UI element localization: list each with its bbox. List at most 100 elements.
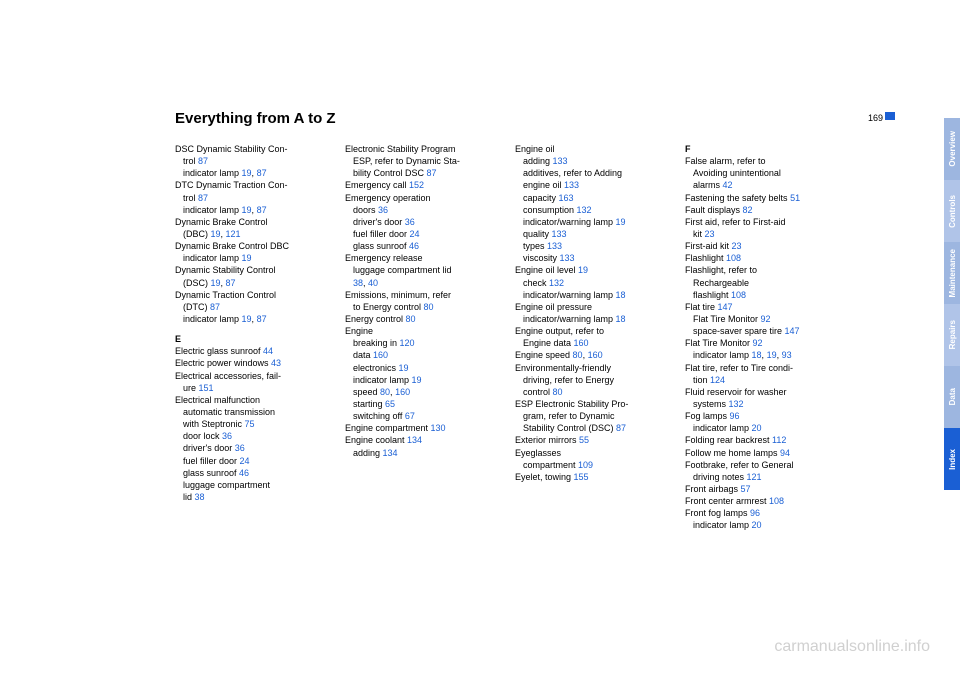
page-ref[interactable]: 19 <box>242 205 252 215</box>
page-ref[interactable]: 19 <box>578 265 588 275</box>
page-ref[interactable]: 42 <box>723 180 733 190</box>
page-ref[interactable]: 133 <box>564 180 579 190</box>
page-ref[interactable]: 19 <box>211 278 221 288</box>
page-ref[interactable]: 80 <box>553 387 563 397</box>
page-ref[interactable]: 51 <box>790 193 800 203</box>
page-ref[interactable]: 19 <box>242 314 252 324</box>
page-ref[interactable]: 87 <box>257 314 267 324</box>
page-ref[interactable]: 121 <box>226 229 241 239</box>
page-ref[interactable]: 80 <box>380 387 390 397</box>
page-ref[interactable]: 19 <box>616 217 626 227</box>
page-ref[interactable]: 36 <box>222 431 232 441</box>
page-ref[interactable]: 133 <box>547 241 562 251</box>
page-ref[interactable]: 82 <box>743 205 753 215</box>
page-ref[interactable]: 87 <box>226 278 236 288</box>
index-entry: Dynamic Stability Control <box>175 264 327 276</box>
page-ref[interactable]: 67 <box>405 411 415 421</box>
page-ref[interactable]: 87 <box>427 168 437 178</box>
side-tab-overview[interactable]: Overview <box>944 118 960 180</box>
page-ref[interactable]: 96 <box>750 508 760 518</box>
page-ref[interactable]: 147 <box>785 326 800 336</box>
page-ref[interactable]: 23 <box>732 241 742 251</box>
page-ref[interactable]: 108 <box>731 290 746 300</box>
page-ref[interactable]: 19 <box>412 375 422 385</box>
page-ref[interactable]: 130 <box>431 423 446 433</box>
page-ref[interactable]: 155 <box>574 472 589 482</box>
page-ref[interactable]: 19 <box>399 363 409 373</box>
page-ref[interactable]: 121 <box>747 472 762 482</box>
page-ref[interactable]: 133 <box>560 253 575 263</box>
page-ref[interactable]: 133 <box>553 156 568 166</box>
page-ref[interactable]: 152 <box>409 180 424 190</box>
page-ref[interactable]: 160 <box>588 350 603 360</box>
page-ref[interactable]: 108 <box>769 496 784 506</box>
page-ref[interactable]: 80 <box>573 350 583 360</box>
side-tab-index[interactable]: Index <box>944 428 960 490</box>
index-entry: Emissions, minimum, refer <box>345 289 497 301</box>
page-ref[interactable]: 38 <box>353 278 363 288</box>
page-ref[interactable]: 134 <box>383 448 398 458</box>
page-ref[interactable]: 93 <box>782 350 792 360</box>
page-ref[interactable]: 120 <box>400 338 415 348</box>
page-ref[interactable]: 65 <box>385 399 395 409</box>
page-ref[interactable]: 55 <box>579 435 589 445</box>
page-ref[interactable]: 132 <box>577 205 592 215</box>
page-ref[interactable]: 94 <box>780 448 790 458</box>
page-ref[interactable]: 19 <box>211 229 221 239</box>
page-ref[interactable]: 87 <box>616 423 626 433</box>
side-tab-repairs[interactable]: Repairs <box>944 304 960 366</box>
page-ref[interactable]: 57 <box>741 484 751 494</box>
page-ref[interactable]: 36 <box>378 205 388 215</box>
page-ref[interactable]: 132 <box>729 399 744 409</box>
page-ref[interactable]: 87 <box>257 168 267 178</box>
page-ref[interactable]: 18 <box>616 314 626 324</box>
page-ref[interactable]: 23 <box>705 229 715 239</box>
page-ref[interactable]: 108 <box>726 253 741 263</box>
page-ref[interactable]: 109 <box>578 460 593 470</box>
page-ref[interactable]: 20 <box>752 520 762 530</box>
page-ref[interactable]: 133 <box>552 229 567 239</box>
page-ref[interactable]: 36 <box>235 443 245 453</box>
page-ref[interactable]: 147 <box>718 302 733 312</box>
page-ref[interactable]: 163 <box>559 193 574 203</box>
page-ref[interactable]: 160 <box>395 387 410 397</box>
page-ref[interactable]: 24 <box>410 229 420 239</box>
page-ref[interactable]: 18 <box>752 350 762 360</box>
page-ref[interactable]: 46 <box>239 468 249 478</box>
page-ref[interactable]: 96 <box>730 411 740 421</box>
page-ref[interactable]: 87 <box>198 193 208 203</box>
page-ref[interactable]: 80 <box>424 302 434 312</box>
side-tab-data[interactable]: Data <box>944 366 960 428</box>
page-ref[interactable]: 46 <box>409 241 419 251</box>
page-ref[interactable]: 19 <box>767 350 777 360</box>
page-ref[interactable]: 80 <box>406 314 416 324</box>
page-ref[interactable]: 92 <box>761 314 771 324</box>
page-ref[interactable]: 134 <box>407 435 422 445</box>
page-ref[interactable]: 87 <box>198 156 208 166</box>
page-ref[interactable]: 92 <box>753 338 763 348</box>
page-ref[interactable]: 19 <box>242 168 252 178</box>
page-ref[interactable]: 160 <box>574 338 589 348</box>
page-ref[interactable]: 87 <box>210 302 220 312</box>
page-ref[interactable]: 132 <box>549 278 564 288</box>
index-entry: Electronic Stability Program <box>345 143 497 155</box>
page-ref[interactable]: 160 <box>373 350 388 360</box>
page-ref[interactable]: 38 <box>195 492 205 502</box>
page-ref[interactable]: 75 <box>245 419 255 429</box>
index-subentry: indicator/warning lamp 18 <box>515 289 667 301</box>
page-ref[interactable]: 19 <box>242 253 252 263</box>
side-tab-controls[interactable]: Controls <box>944 180 960 242</box>
page-ref[interactable]: 87 <box>257 205 267 215</box>
page-ref[interactable]: 44 <box>263 346 273 356</box>
page-ref[interactable]: 124 <box>710 375 725 385</box>
page-ref[interactable]: 43 <box>271 358 281 368</box>
page-ref[interactable]: 36 <box>405 217 415 227</box>
page-ref[interactable]: 151 <box>199 383 214 393</box>
page-ref[interactable]: 18 <box>616 290 626 300</box>
page-ref[interactable]: 40 <box>368 278 378 288</box>
page-ref[interactable]: 112 <box>772 435 786 445</box>
page-ref[interactable]: 24 <box>240 456 250 466</box>
page-ref[interactable]: 20 <box>752 423 762 433</box>
index-subentry: ure 151 <box>175 382 327 394</box>
side-tab-maintenance[interactable]: Maintenance <box>944 242 960 304</box>
